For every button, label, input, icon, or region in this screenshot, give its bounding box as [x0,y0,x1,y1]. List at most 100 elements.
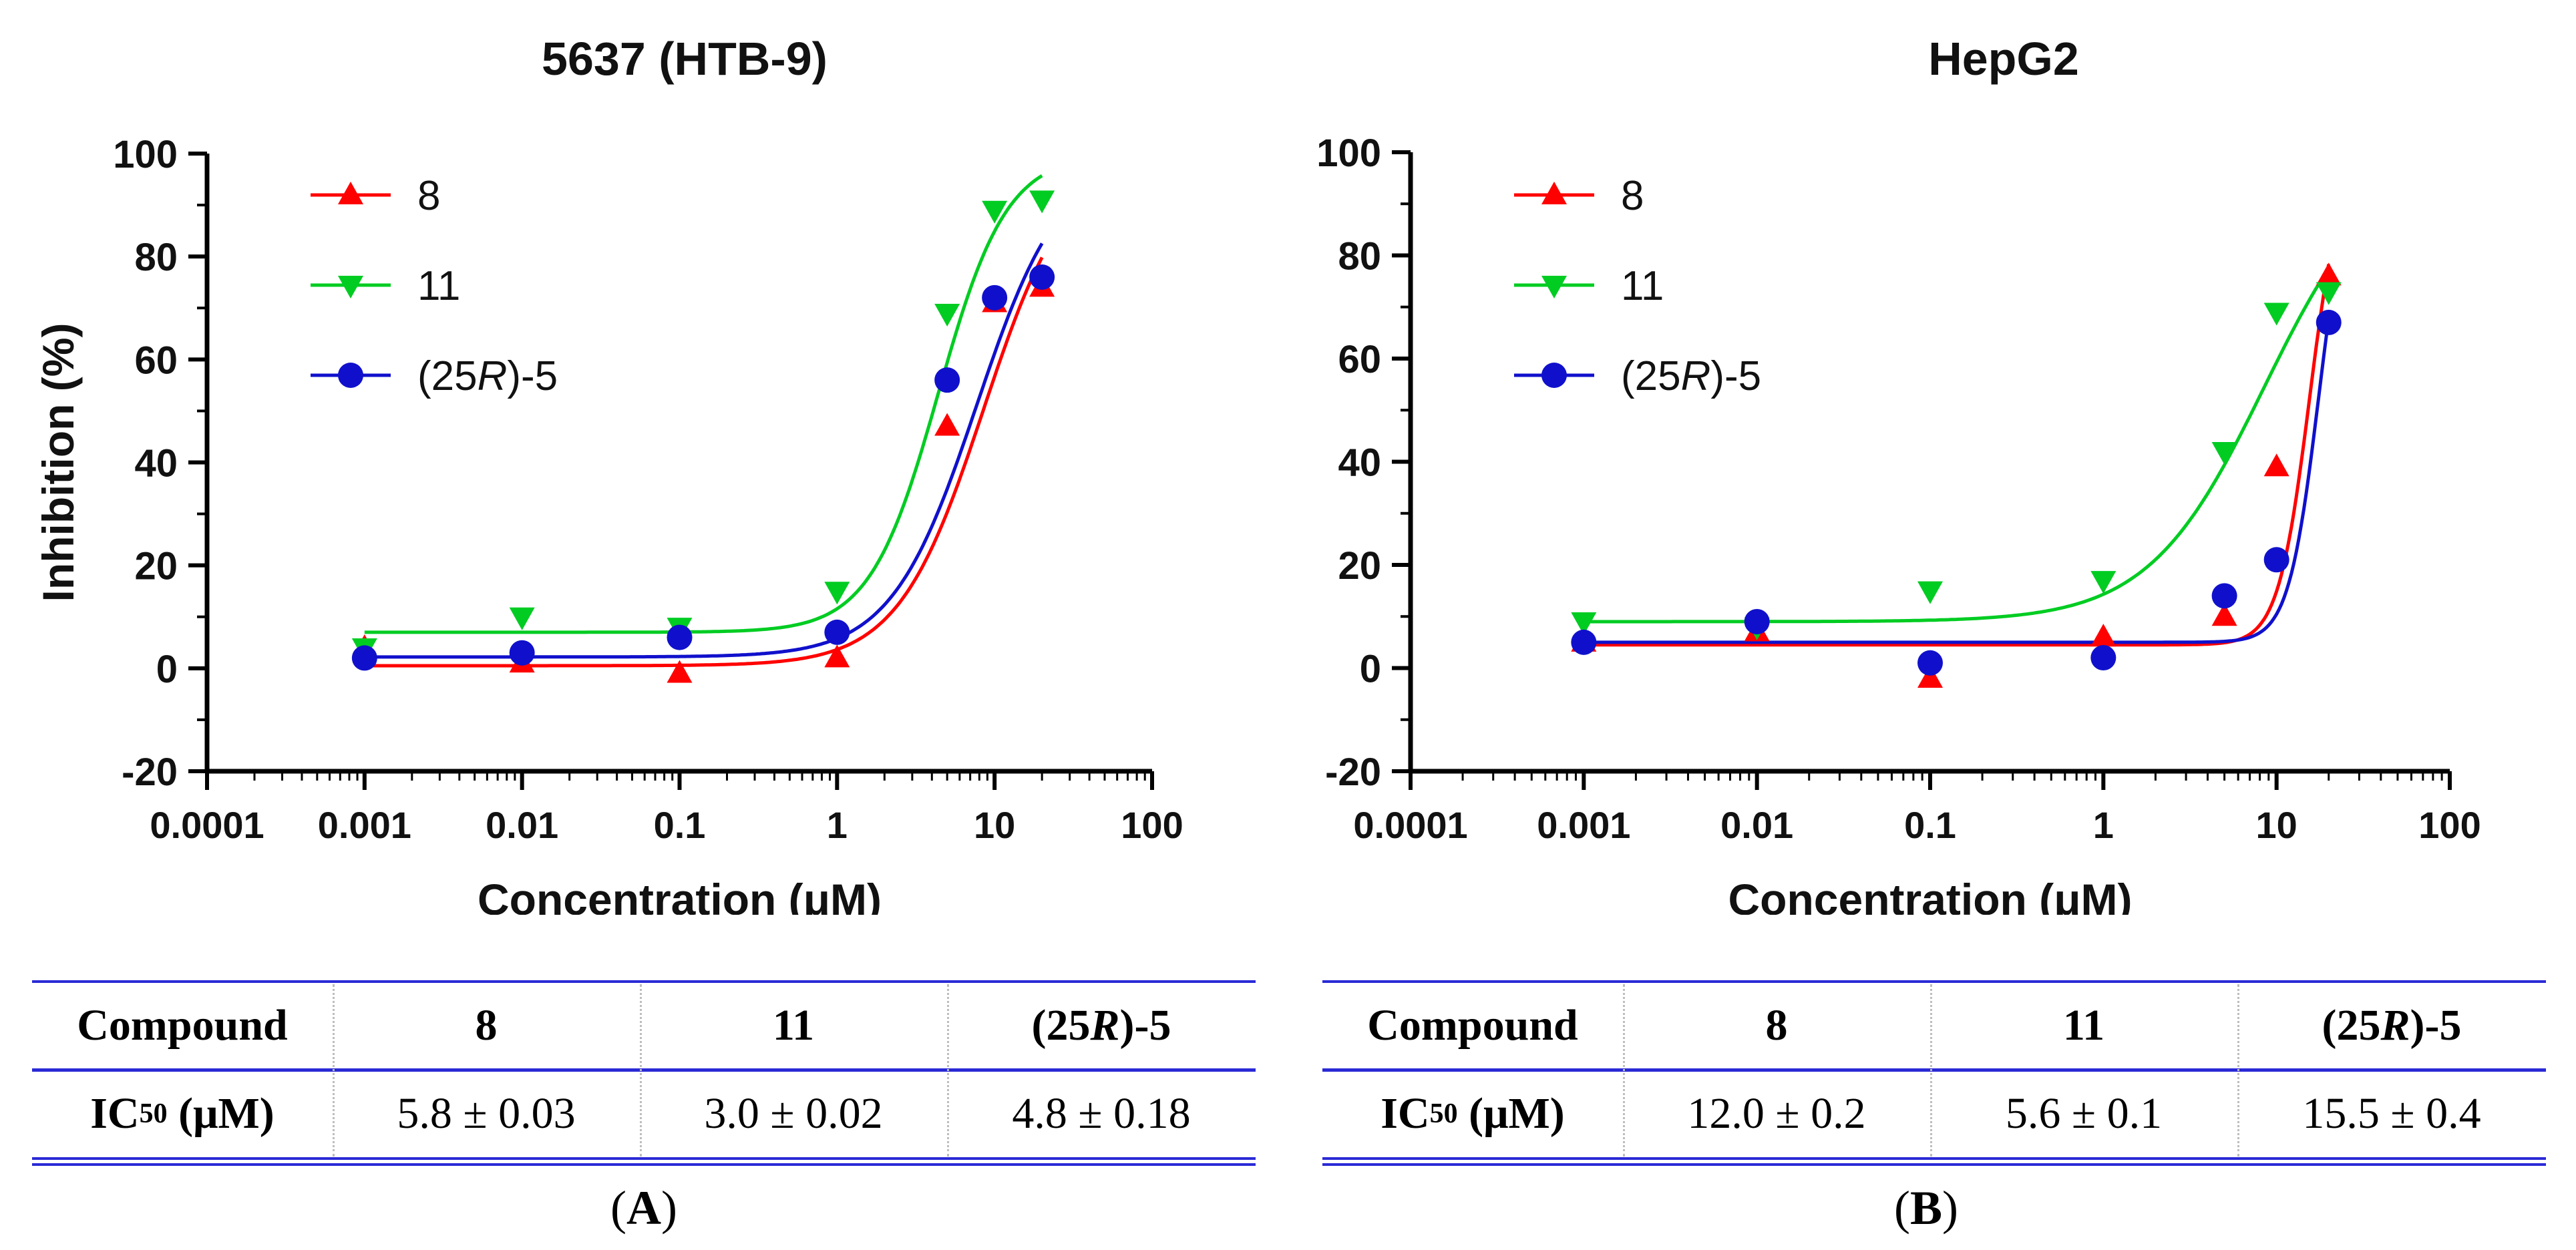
table-value-25r5: 4.8 ± 0.18 [1012,1089,1191,1138]
x-tick-label: 0.0001 [150,804,264,846]
table-row-label: IC 50 (μM) [90,1089,274,1138]
table-header-compound: Compound [77,1001,288,1050]
table-value-11: 5.6 ± 0.1 [2005,1089,2163,1138]
y-tick-label: 60 [134,339,178,382]
table-header-11: 11 [772,1001,815,1050]
data-point-triangle-down [824,582,850,605]
data-point-circle [2316,309,2342,335]
panel-label-a: (A) [610,1181,677,1235]
x-tick-label: 10 [974,804,1015,846]
legend-label: 11 [417,263,460,309]
data-point-triangle-down [2316,282,2342,305]
legend-label: 8 [1621,173,1644,219]
data-point-triangle-up [934,413,960,436]
panel-b: HepG2 -20 0 20 40 60 80 100 0.0001 0.001 0.01 0.1 1 1… [1288,0,2575,1250]
y-tick-label: 80 [1338,235,1381,278]
fit-curve-circle [1584,318,2331,644]
table-value-25r5: 15.5 ± 0.4 [2302,1089,2481,1138]
data-point-circle [1029,264,1055,290]
y-axis-label: Inhibition (%) [33,323,83,602]
legend-marker-triangle-up [1541,182,1567,204]
table-header-8: 8 [1765,1001,1788,1050]
data-point-circle [509,640,535,666]
y-tick-label: 60 [1338,338,1381,381]
fit-curve-circle [364,242,1044,659]
y-tick-label: -20 [1325,751,1381,794]
data-point-triangle-down [2211,442,2237,465]
fit-curve-triangle-down [1584,267,2330,624]
y-tick-label: 20 [134,545,178,588]
table-header-25r5: (25 R)-5 [2322,1001,2462,1050]
data-point-triangle-down [509,607,535,630]
data-point-circle [2263,547,2289,573]
y-tick-label: 0 [156,648,178,691]
x-tick-label: 0.01 [1720,804,1793,846]
data-point-triangle-down [1917,581,1943,604]
legend-marker-circle [338,363,363,388]
data-point-triangle-down [2263,302,2289,326]
x-tick-label: 0.01 [486,804,558,846]
x-tick-label: 10 [2256,804,2297,846]
table-header-8: 8 [475,1001,498,1050]
data-point-circle [824,619,850,645]
x-tick-label: 0.1 [1904,804,1956,846]
panel-a: 5637 (HTB-9) -20 0 20 40 60 80 100 0.0001 0.001 0.… [32,33,1256,1235]
data-point-circle [2211,583,2237,609]
data-point-circle [1744,608,1770,634]
data-point-triangle-up [2316,262,2342,286]
x-tick-label: 100 [2418,804,2480,846]
table-value-11: 3.0 ± 0.02 [704,1089,883,1138]
fit-curve-triangle-down [364,174,1043,634]
y-tick-label: 100 [1316,132,1381,175]
fit-curve-triangle-up [1584,264,2331,647]
x-tick-label: 1 [2093,804,2114,846]
legend-marker-triangle-down [1541,276,1567,298]
table-header-row: Compound 8 11 (25 R)-5 [1322,984,2546,1067]
legend-label: (25R)-5 [417,353,558,399]
y-tick-label: 40 [1338,441,1381,485]
data-point-circle [2090,645,2117,671]
legend-label: 11 [1621,263,1664,309]
legend-label: (25R)-5 [1621,353,1761,399]
table-value-row: IC 50 (μM) 12.0 ± 0.2 5.6 ± 0.1 15.5 ± 0.… [1322,1072,2546,1155]
data-point-triangle-up [1917,664,1943,688]
table-header-row: Compound 8 11 (25 R)-5 [32,984,1256,1067]
x-axis-label: Concentration (μM) [478,875,882,915]
panel-label-b: (B) [1894,1181,1958,1235]
legend-marker-circle [1541,363,1567,388]
data-point-circle [982,284,1008,310]
x-tick-label: 0.001 [1537,804,1630,846]
table-header-compound: Compound [1367,1001,1578,1050]
data-point-triangle-down [934,303,960,327]
x-tick-label: 100 [1121,804,1183,846]
data-point-triangle-up [667,660,693,683]
data-point-triangle-down [1029,190,1055,214]
x-tick-label: 0.0001 [1353,804,1467,846]
x-axis-label: Concentration (μM) [1728,875,2133,915]
table-header-25r5: (25 R)-5 [1031,1001,1171,1050]
data-point-triangle-up [2211,603,2237,626]
data-point-circle [351,645,377,671]
table-value-row: IC 50 (μM) 5.8 ± 0.03 3.0 ± 0.02 4.8 ± 0.… [32,1072,1256,1155]
table-row-label: IC 50 (μM) [1381,1089,1565,1138]
table-value-8: 12.0 ± 0.2 [1687,1089,1866,1138]
x-tick-label: 0.001 [318,804,411,846]
data-point-circle [667,624,693,650]
data-point-triangle-down [1571,612,1597,635]
chart-title: HepG2 [1928,33,2079,85]
chart-title: 5637 (HTB-9) [542,33,827,85]
table-value-8: 5.8 ± 0.03 [397,1089,576,1138]
data-point-triangle-up [2090,624,2117,647]
y-tick-label: 100 [113,133,178,176]
data-point-circle [1571,629,1597,655]
legend-marker-triangle-down [338,276,363,298]
data-point-triangle-up [824,644,850,668]
fit-curve-triangle-up [364,256,1044,668]
data-point-triangle-down [2090,571,2117,594]
y-tick-label: -20 [122,751,178,794]
y-tick-label: 0 [1360,648,1381,691]
y-tick-label: 80 [134,236,178,279]
legend-marker-triangle-up [338,182,363,204]
y-tick-label: 40 [134,442,178,485]
